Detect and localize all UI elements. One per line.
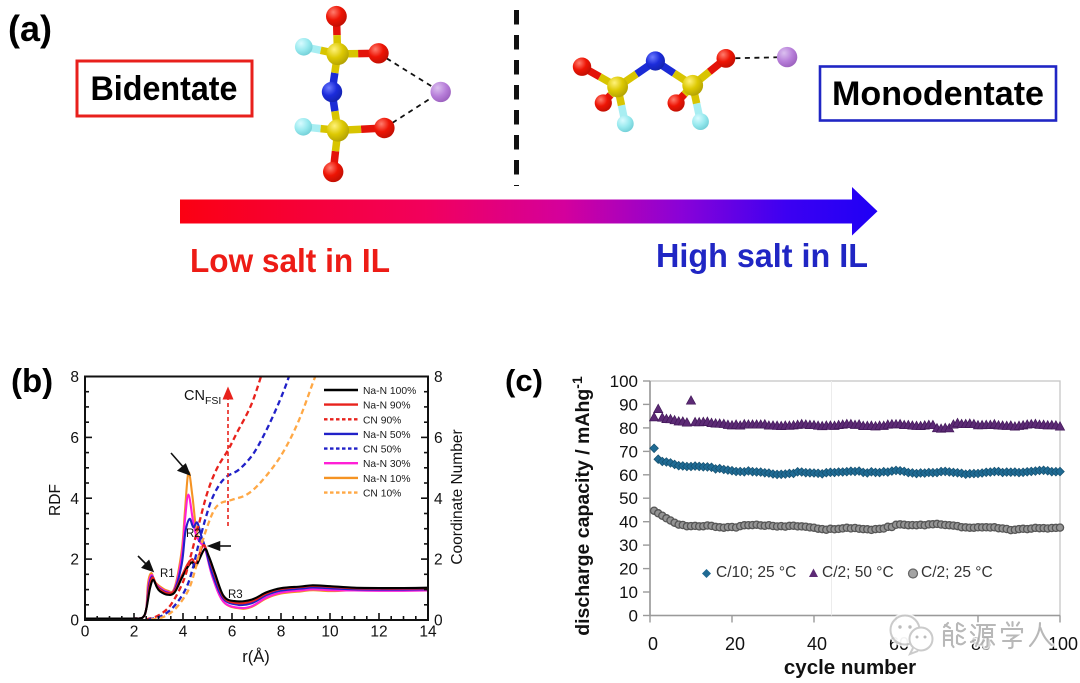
svg-text:80: 80 bbox=[619, 419, 638, 438]
svg-text:C/10; 25 °C: C/10; 25 °C bbox=[716, 564, 796, 581]
svg-text:6: 6 bbox=[434, 430, 443, 447]
svg-text:0: 0 bbox=[70, 613, 79, 630]
svg-text:4: 4 bbox=[70, 491, 79, 508]
svg-text:100: 100 bbox=[1048, 634, 1078, 654]
svg-text:High salt in IL: High salt in IL bbox=[656, 237, 868, 274]
svg-text:CN 50%: CN 50% bbox=[363, 445, 401, 456]
svg-text:10: 10 bbox=[619, 583, 638, 602]
svg-text:6: 6 bbox=[228, 624, 237, 641]
svg-text:Monodentate: Monodentate bbox=[832, 75, 1044, 113]
svg-text:70: 70 bbox=[619, 442, 638, 461]
svg-text:6: 6 bbox=[70, 430, 79, 447]
svg-text:30: 30 bbox=[619, 536, 638, 555]
svg-text:20: 20 bbox=[725, 634, 745, 654]
svg-text:12: 12 bbox=[370, 624, 387, 641]
svg-text:20: 20 bbox=[619, 560, 638, 579]
svg-text:2: 2 bbox=[434, 552, 443, 569]
svg-text:0: 0 bbox=[434, 613, 443, 630]
svg-text:8: 8 bbox=[434, 369, 443, 386]
svg-text:100: 100 bbox=[610, 372, 638, 391]
svg-text:40: 40 bbox=[619, 513, 638, 532]
svg-text:RDF: RDF bbox=[47, 484, 64, 516]
svg-text:CN 90%: CN 90% bbox=[363, 415, 401, 426]
svg-text:R1: R1 bbox=[160, 568, 175, 580]
svg-text:(c): (c) bbox=[505, 363, 543, 398]
svg-text:(a): (a) bbox=[8, 8, 52, 49]
svg-text:10: 10 bbox=[321, 624, 339, 641]
svg-text:discharge capacity / mAhg-1: discharge capacity / mAhg-1 bbox=[569, 376, 594, 636]
svg-text:0: 0 bbox=[81, 624, 90, 641]
svg-text:8: 8 bbox=[70, 369, 79, 386]
svg-text:40: 40 bbox=[807, 634, 827, 654]
svg-text:0: 0 bbox=[629, 607, 638, 626]
svg-text:Na-N 90%: Na-N 90% bbox=[363, 401, 411, 412]
svg-text:R3: R3 bbox=[228, 589, 243, 601]
svg-text:14: 14 bbox=[419, 624, 437, 641]
svg-text:CN 10%: CN 10% bbox=[363, 489, 401, 500]
svg-text:Bidentate: Bidentate bbox=[91, 70, 238, 108]
svg-text:Na-N 10%: Na-N 10% bbox=[363, 474, 411, 485]
svg-text:90: 90 bbox=[619, 395, 638, 414]
svg-text:Na-N 100%: Na-N 100% bbox=[363, 386, 416, 397]
svg-text:4: 4 bbox=[434, 491, 443, 508]
svg-text:cycle number: cycle number bbox=[784, 656, 916, 679]
svg-text:Coordinate Number: Coordinate Number bbox=[449, 429, 466, 564]
svg-text:8: 8 bbox=[277, 624, 286, 641]
svg-text:R2: R2 bbox=[186, 528, 201, 540]
svg-text:(b): (b) bbox=[11, 362, 53, 399]
svg-text:50: 50 bbox=[619, 489, 638, 508]
svg-text:C/2; 25 °C: C/2; 25 °C bbox=[921, 564, 993, 581]
svg-text:Low salt in IL: Low salt in IL bbox=[190, 242, 390, 279]
svg-text:0: 0 bbox=[648, 634, 658, 654]
svg-text:Na-N 50%: Na-N 50% bbox=[363, 430, 411, 441]
svg-text:60: 60 bbox=[619, 466, 638, 485]
svg-text:r(Å): r(Å) bbox=[242, 647, 270, 666]
svg-text:4: 4 bbox=[179, 624, 188, 641]
svg-text:C/2; 50 °C: C/2; 50 °C bbox=[822, 564, 894, 581]
svg-text:2: 2 bbox=[70, 552, 79, 569]
svg-text:2: 2 bbox=[130, 624, 139, 641]
svg-text:Na-N 30%: Na-N 30% bbox=[363, 459, 411, 470]
